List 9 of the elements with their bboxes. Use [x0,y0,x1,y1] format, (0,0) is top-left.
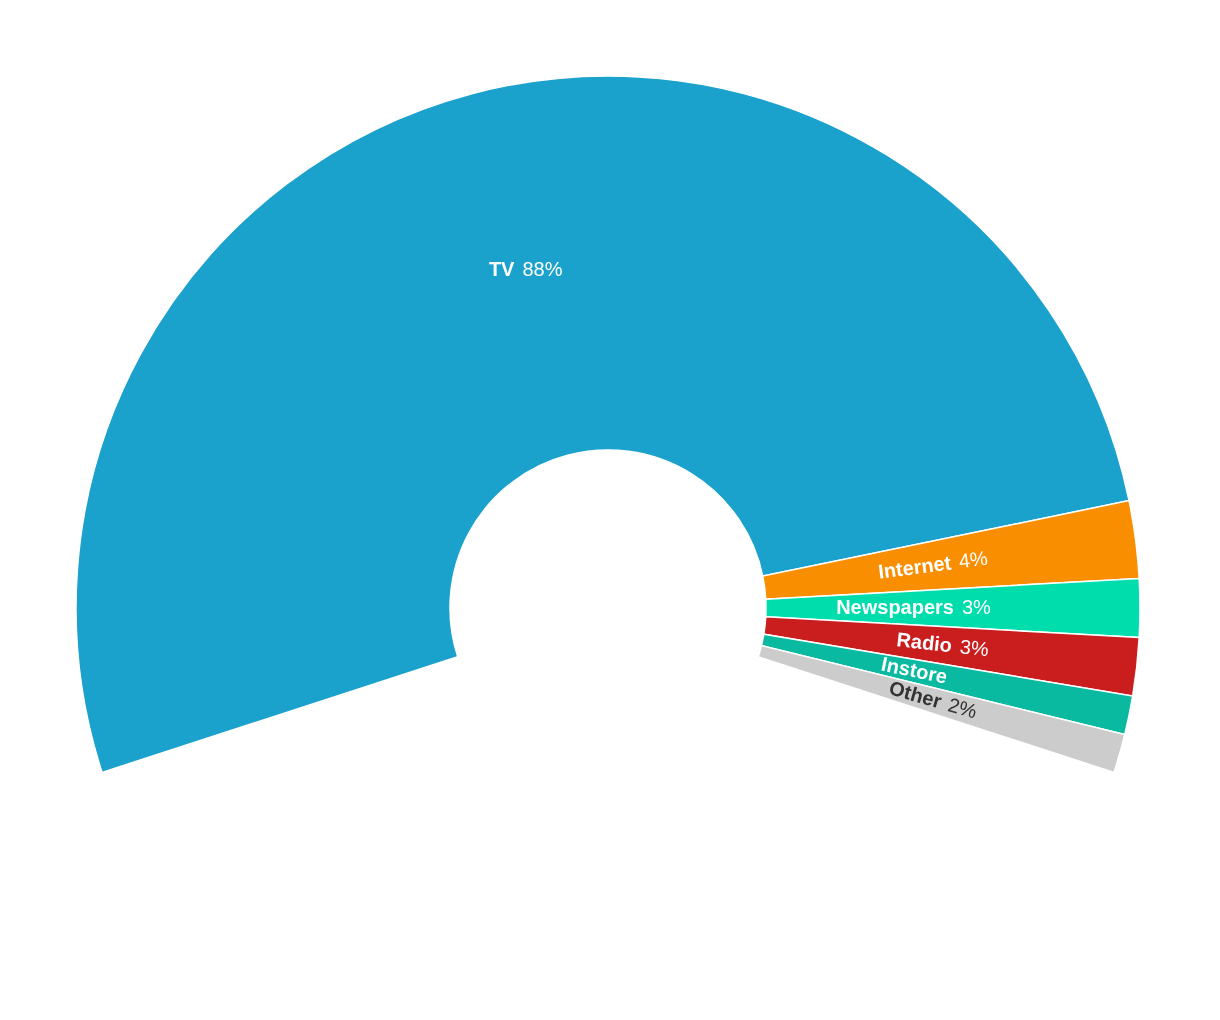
slice-label: Radio [895,628,954,657]
data-label: 4% [957,546,990,573]
data-label: 3% [958,635,991,661]
data-label: 88% [522,257,563,280]
data-label: 3% [962,596,992,618]
slice-label: TV [488,257,516,280]
slice-label: Internet [876,551,953,583]
data-label: 2% [945,693,980,723]
slice-label: Newspapers [836,596,954,618]
